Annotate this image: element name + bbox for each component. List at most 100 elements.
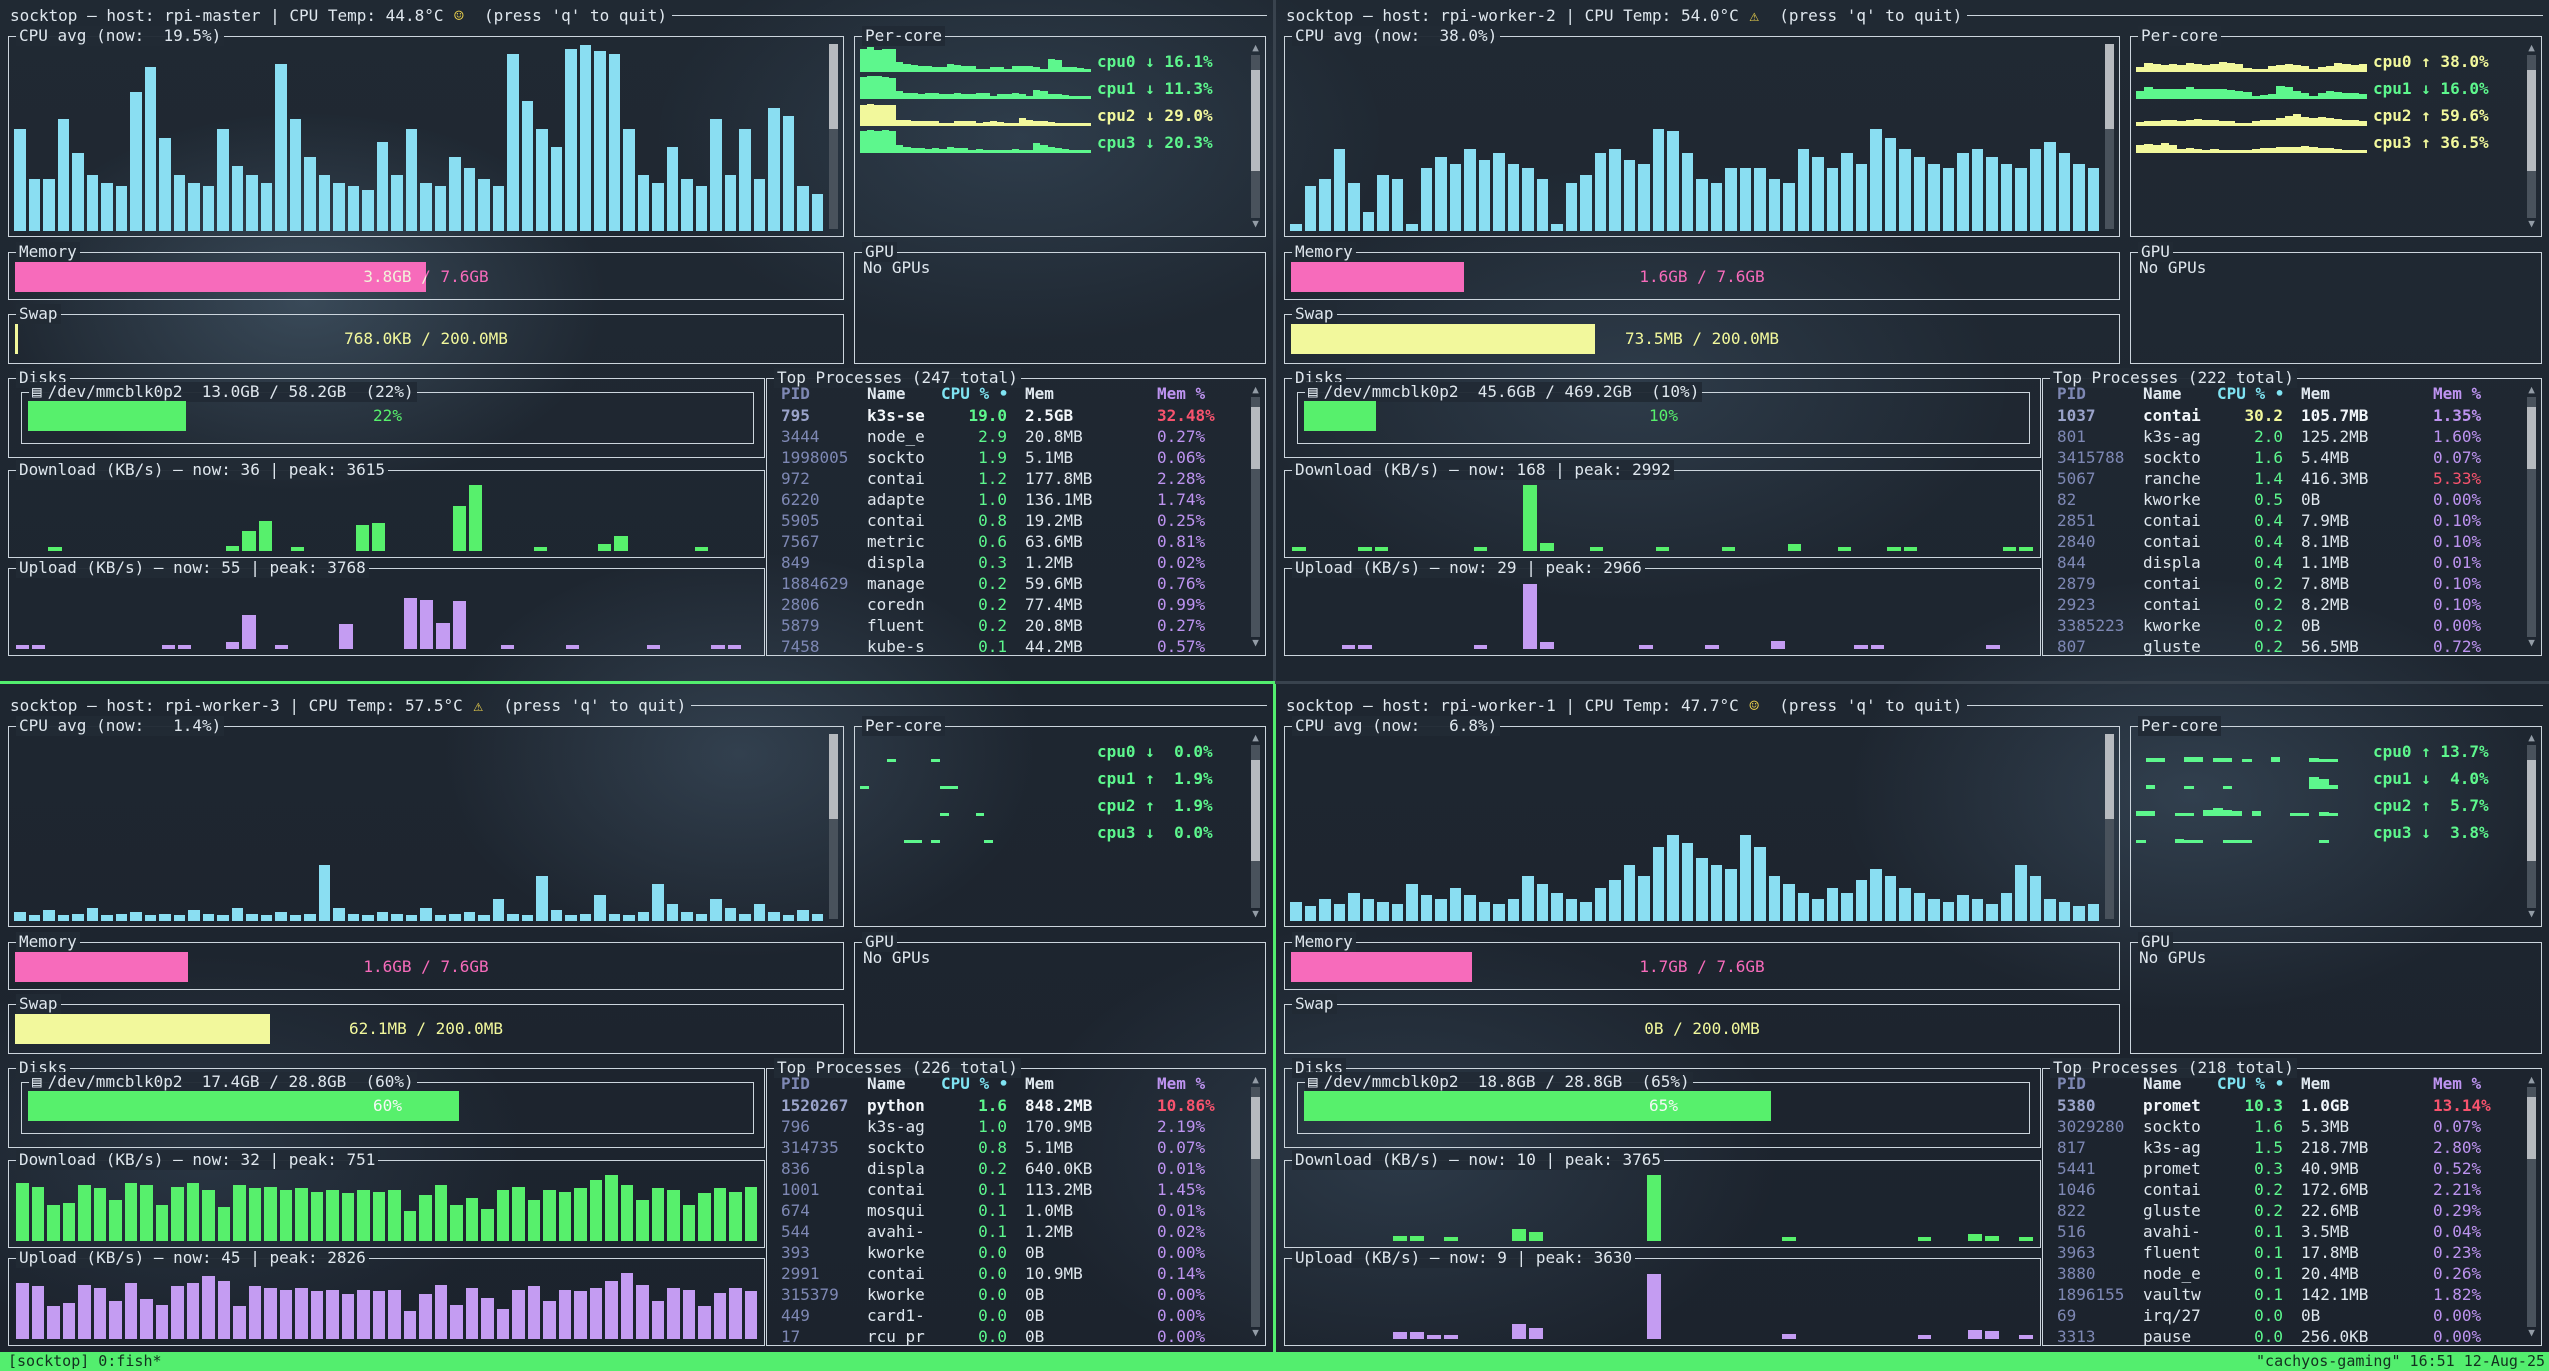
scroll-down-icon[interactable]: ▼: [1252, 907, 1259, 920]
process-row[interactable]: 3880 node_e 0.1 20.4MB 0.26%: [2043, 1263, 2521, 1284]
sparkline-segment: [2226, 62, 2235, 72]
scroll-up-icon[interactable]: ▲: [1252, 383, 1259, 396]
process-row[interactable]: 3415788 sockto 1.6 5.4MB 0.07%: [2043, 447, 2521, 468]
process-row[interactable]: 315379 kworke 0.0 0B 0.00%: [767, 1284, 1245, 1305]
process-row[interactable]: 2840 contai 0.4 8.1MB 0.10%: [2043, 531, 2521, 552]
process-row[interactable]: 1046 contai 0.2 172.6MB 2.21%: [2043, 1179, 2521, 1200]
scroll-up-icon[interactable]: ▲: [2528, 731, 2535, 744]
sparkline-segment: [2299, 812, 2310, 816]
scrollbar[interactable]: ▲ ▼: [1249, 732, 1262, 921]
process-row[interactable]: 1896155 vaultw 0.1 142.1MB 1.82%: [2043, 1284, 2521, 1305]
scroll-up-icon[interactable]: ▲: [2528, 41, 2535, 54]
chart-bar: [605, 1175, 618, 1241]
process-row[interactable]: 817 k3s-ag 1.5 218.7MB 2.80%: [2043, 1137, 2521, 1158]
process-table-header[interactable]: PID Name CPU % • Mem Mem %: [781, 1074, 1206, 1093]
process-id-cell: 795: [781, 406, 810, 425]
process-id-cell: 393: [781, 1243, 810, 1262]
process-row[interactable]: 844 displa 0.4 1.1MB 0.01%: [2043, 552, 2521, 573]
scrollbar[interactable]: ▲ ▼: [2525, 384, 2538, 650]
process-row[interactable]: 516 avahi- 0.1 3.5MB 0.04%: [2043, 1221, 2521, 1242]
process-row[interactable]: 1001 contai 0.1 113.2MB 1.45%: [767, 1179, 1245, 1200]
process-row[interactable]: 801 k3s-ag 2.0 125.2MB 1.60%: [2043, 426, 2521, 447]
pane-divider-vertical[interactable]: [1273, 0, 1276, 681]
scrollbar[interactable]: [2103, 42, 2116, 231]
pane-divider-horizontal[interactable]: [1275, 681, 2549, 684]
pane-divider-horizontal-active[interactable]: [0, 681, 1275, 684]
process-row[interactable]: 5380 promet 10.3 1.0GB 13.14%: [2043, 1095, 2521, 1116]
process-row[interactable]: 2923 contai 0.2 8.2MB 0.10%: [2043, 594, 2521, 615]
process-row[interactable]: 393 kworke 0.0 0B 0.00%: [767, 1242, 1245, 1263]
process-row[interactable]: 7458 kube-s 0.1 44.2MB 0.57%: [767, 636, 1245, 657]
tmux-window-tab[interactable]: [socktop] 0:fish*: [8, 1352, 162, 1370]
process-row[interactable]: 2851 contai 0.4 7.9MB 0.10%: [2043, 510, 2521, 531]
process-row[interactable]: 822 gluste 0.2 22.6MB 0.29%: [2043, 1200, 2521, 1221]
process-row[interactable]: 807 gluste 0.2 56.5MB 0.72%: [2043, 636, 2521, 657]
process-row[interactable]: 3313 pause 0.0 256.0KB 0.00%: [2043, 1326, 2521, 1347]
sparkline-segment: [874, 49, 882, 72]
process-row[interactable]: 314735 sockto 0.8 5.1MB 0.07%: [767, 1137, 1245, 1158]
scrollbar[interactable]: ▲ ▼: [2525, 1074, 2538, 1340]
scroll-down-icon[interactable]: ▼: [1252, 1326, 1259, 1339]
process-row[interactable]: 1520267 python 1.6 848.2MB 10.86%: [767, 1095, 1245, 1116]
process-row[interactable]: 674 mosqui 0.1 1.0MB 0.01%: [767, 1200, 1245, 1221]
process-row[interactable]: 2879 contai 0.2 7.8MB 0.10%: [2043, 573, 2521, 594]
core-row: cpu2 ↑ 5.7%: [2136, 789, 2519, 816]
scroll-up-icon[interactable]: ▲: [2528, 1073, 2535, 1086]
process-table-header[interactable]: PID Name CPU % • Mem Mem %: [2057, 1074, 2482, 1093]
scroll-up-icon[interactable]: ▲: [1252, 1073, 1259, 1086]
process-row[interactable]: 2806 coredn 0.2 77.4MB 0.99%: [767, 594, 1245, 615]
process-memp-cell: 32.48%: [1157, 406, 1215, 425]
process-row[interactable]: 2991 contai 0.0 10.9MB 0.14%: [767, 1263, 1245, 1284]
process-row[interactable]: 17 rcu_pr 0.0 0B 0.00%: [767, 1326, 1245, 1347]
process-row[interactable]: 5879 fluent 0.2 20.8MB 0.27%: [767, 615, 1245, 636]
scroll-down-icon[interactable]: ▼: [2528, 1326, 2535, 1339]
process-row[interactable]: 69 irq/27 0.0 0B 0.00%: [2043, 1305, 2521, 1326]
process-table-header[interactable]: PID Name CPU % • Mem Mem %: [2057, 384, 2482, 403]
scrollbar[interactable]: ▲ ▼: [2525, 732, 2538, 921]
process-table-header[interactable]: PID Name CPU % • Mem Mem %: [781, 384, 1206, 403]
scroll-down-icon[interactable]: ▼: [2528, 217, 2535, 230]
process-row[interactable]: 5441 promet 0.3 40.9MB 0.52%: [2043, 1158, 2521, 1179]
scroll-down-icon[interactable]: ▼: [2528, 907, 2535, 920]
scrollbar[interactable]: [827, 732, 840, 921]
scroll-up-icon[interactable]: ▲: [2528, 383, 2535, 396]
process-row[interactable]: 6220 adapte 1.0 136.1MB 1.74%: [767, 489, 1245, 510]
download-label: Download (KB/s) — now: 168 | peak: 2992: [1292, 460, 1674, 480]
scrollbar[interactable]: ▲ ▼: [1249, 384, 1262, 650]
scrollbar[interactable]: ▲ ▼: [2525, 42, 2538, 231]
scroll-up-icon[interactable]: ▲: [1252, 41, 1259, 54]
sparkline-segment: [2243, 91, 2252, 99]
scrollbar[interactable]: ▲ ▼: [1249, 1074, 1262, 1340]
process-row[interactable]: 3029280 sockto 1.6 5.3MB 0.07%: [2043, 1116, 2521, 1137]
process-row[interactable]: 5067 ranche 1.4 416.3MB 5.33%: [2043, 468, 2521, 489]
pane-divider-vertical-active[interactable]: [1273, 684, 1276, 1352]
process-row[interactable]: 849 displa 0.3 1.2MB 0.02%: [767, 552, 1245, 573]
process-row[interactable]: 836 displa 0.2 640.0KB 0.01%: [767, 1158, 1245, 1179]
process-row[interactable]: 7567 metric 0.6 63.6MB 0.81%: [767, 531, 1245, 552]
process-row[interactable]: 3444 node_e 2.9 20.8MB 0.27%: [767, 426, 1245, 447]
process-id-cell: 836: [781, 1159, 810, 1178]
scroll-down-icon[interactable]: ▼: [2528, 636, 2535, 649]
process-row[interactable]: 5905 contai 0.8 19.2MB 0.25%: [767, 510, 1245, 531]
process-row[interactable]: 1998005 sockto 1.9 5.1MB 0.06%: [767, 447, 1245, 468]
process-memp-cell: 0.00%: [2433, 1327, 2482, 1346]
process-row[interactable]: 449 card1- 0.0 0B 0.00%: [767, 1305, 1245, 1326]
process-row[interactable]: 796 k3s-ag 1.0 170.9MB 2.19%: [767, 1116, 1245, 1137]
process-row[interactable]: 1884629 manage 0.2 59.6MB 0.76%: [767, 573, 1245, 594]
sparkline-segment: [2226, 89, 2235, 99]
process-row[interactable]: 972 contai 1.2 177.8MB 2.28%: [767, 468, 1245, 489]
scrollbar[interactable]: [2103, 732, 2116, 921]
process-row[interactable]: 1037 contai 30.2 105.7MB 1.35%: [2043, 405, 2521, 426]
process-row[interactable]: 3385223 kworke 0.2 0B 0.00%: [2043, 615, 2521, 636]
process-row[interactable]: 544 avahi- 0.1 1.2MB 0.02%: [767, 1221, 1245, 1242]
process-row[interactable]: 82 kworke 0.5 0B 0.00%: [2043, 489, 2521, 510]
scroll-up-icon[interactable]: ▲: [1252, 731, 1259, 744]
scrollbar[interactable]: ▲ ▼: [1249, 42, 1262, 231]
process-row[interactable]: 3963 fluent 0.1 17.8MB 0.23%: [2043, 1242, 2521, 1263]
sparkline-segment: [968, 66, 976, 72]
scroll-down-icon[interactable]: ▼: [1252, 636, 1259, 649]
process-row[interactable]: 795 k3s-se 19.0 2.5GB 32.48%: [767, 405, 1245, 426]
scrollbar[interactable]: [827, 42, 840, 231]
scroll-down-icon[interactable]: ▼: [1252, 217, 1259, 230]
chart-bar: [1523, 485, 1537, 551]
